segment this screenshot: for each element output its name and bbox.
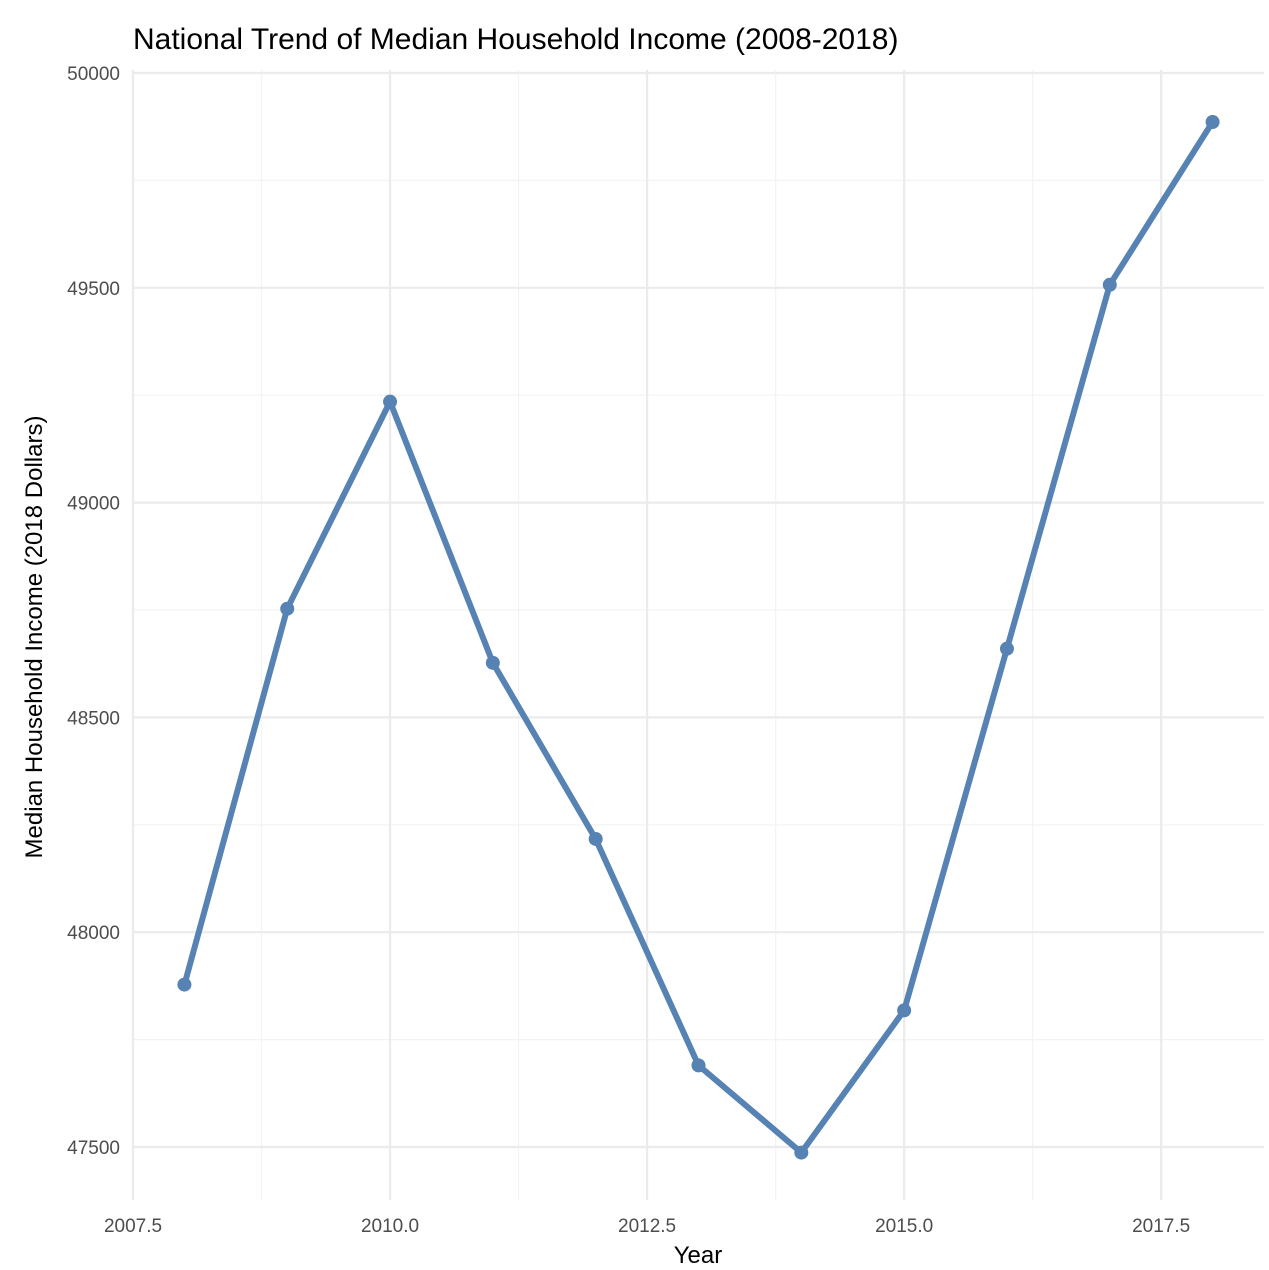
y-axis-ticks: 47500 48000 48500 49000 49500 50000 (67, 64, 120, 1159)
data-point (794, 1145, 809, 1160)
y-tick-label: 48000 (67, 923, 120, 944)
series-line (181, 118, 1216, 1156)
y-axis-title: Median Household Income (2018 Dollars) (21, 416, 48, 859)
x-tick-label: 2010.0 (361, 1216, 419, 1237)
data-point (485, 655, 500, 670)
x-axis-title: Year (674, 1242, 723, 1269)
y-tick-label: 49000 (67, 494, 120, 515)
data-point (177, 977, 192, 992)
y-tick-label: 50000 (67, 64, 120, 85)
data-point (383, 394, 398, 409)
data-point (588, 831, 603, 846)
data-point (1102, 277, 1117, 292)
data-point (999, 641, 1014, 656)
y-tick-label: 48500 (67, 708, 120, 729)
data-point (1205, 114, 1220, 129)
y-tick-label: 47500 (67, 1138, 120, 1159)
x-tick-label: 2012.5 (618, 1216, 676, 1237)
chart-title: National Trend of Median Household Incom… (133, 23, 898, 56)
grid (131, 70, 1264, 1200)
data-point (897, 1003, 912, 1018)
x-tick-label: 2007.5 (104, 1216, 162, 1237)
data-point (691, 1058, 706, 1073)
data-point (280, 601, 295, 616)
x-tick-label: 2015.0 (875, 1216, 933, 1237)
series-group (177, 114, 1220, 1160)
x-axis-ticks: 2007.5 2010.0 2012.5 2015.0 2017.5 (104, 1216, 1190, 1237)
y-tick-label: 49500 (67, 279, 120, 300)
x-tick-label: 2017.5 (1132, 1216, 1190, 1237)
